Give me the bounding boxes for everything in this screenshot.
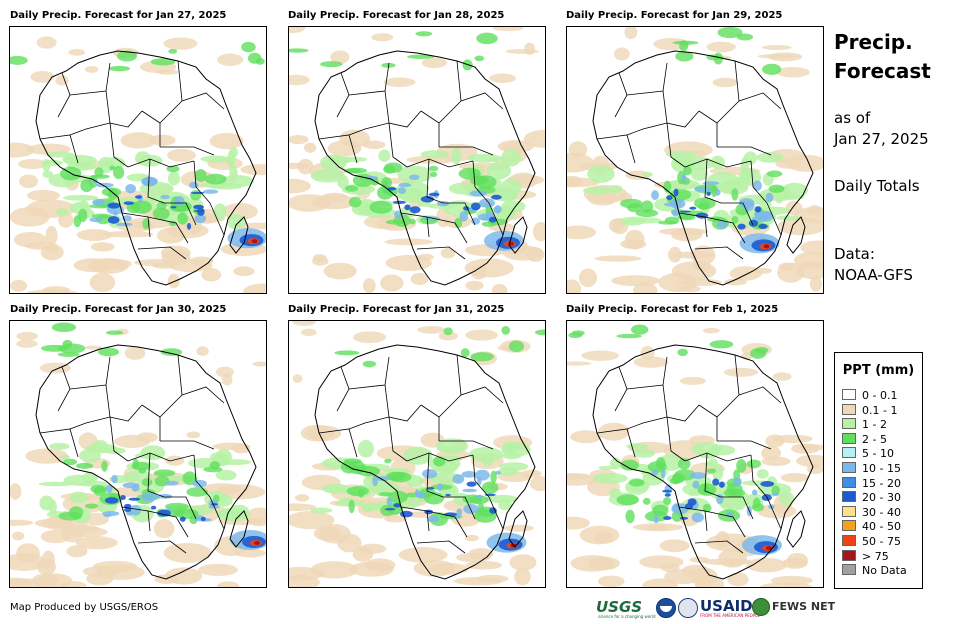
legend-item: No Data: [842, 564, 907, 578]
legend-item: 40 - 50: [842, 520, 901, 534]
data-source-label: Data: NOAA-GFS: [834, 244, 913, 286]
legend-item: 20 - 30: [842, 491, 901, 505]
legend-label: 2 - 5: [862, 432, 887, 446]
data-source-line1: Data:: [834, 245, 875, 263]
legend-item: > 75: [842, 549, 889, 564]
map-canvas-4: [10, 322, 266, 587]
legend-title: PPT (mm): [842, 363, 915, 378]
usgs-logo: USGS: [596, 598, 643, 616]
legend-swatch: [842, 403, 856, 415]
legend-swatch: [842, 418, 856, 430]
as-of-line1: as of: [834, 109, 871, 127]
precip-map-jan-28: [288, 26, 546, 294]
legend-swatch: [842, 520, 856, 532]
as-of-label: as of Jan 27, 2025: [834, 108, 929, 150]
legend-label: 5 - 10: [862, 447, 894, 461]
legend-label: 0.1 - 1: [862, 403, 898, 417]
panel-title-6: Daily Precip. Forecast for Feb 1, 2025: [566, 304, 779, 315]
usaid-logo: USAID: [700, 597, 753, 615]
legend-swatch: [842, 535, 856, 546]
fews-globe-icon: [752, 598, 770, 616]
legend-label: 0 - 0.1: [862, 389, 898, 402]
side-title-line1: Precip.: [834, 30, 913, 54]
panel-title-3: Daily Precip. Forecast for Jan 29, 2025: [566, 10, 783, 21]
precip-map-jan-27: [9, 26, 267, 294]
legend-label: 50 - 75: [862, 535, 901, 548]
precip-map-feb-1: [566, 320, 824, 588]
legend-item: 2 - 5: [842, 432, 887, 447]
precip-map-jan-31: [288, 320, 546, 588]
legend-label: 40 - 50: [862, 520, 901, 534]
legend-label: 10 - 15: [862, 462, 901, 475]
panel-title-1: Daily Precip. Forecast for Jan 27, 2025: [10, 10, 227, 21]
legend-label: No Data: [862, 564, 907, 578]
daily-totals-label: Daily Totals: [834, 177, 920, 195]
panel-title-5: Daily Precip. Forecast for Jan 31, 2025: [288, 304, 505, 315]
legend-item: 1 - 2: [842, 418, 887, 432]
legend-item: 15 - 20: [842, 476, 901, 491]
legend-label: 1 - 2: [862, 418, 887, 432]
map-canvas-5: [289, 321, 545, 587]
legend-swatch: [842, 505, 856, 517]
legend-swatch: [842, 389, 856, 400]
legend-swatch: [842, 476, 856, 488]
legend-label: 30 - 40: [862, 505, 901, 519]
credit-text: Map Produced by USGS/EROS: [10, 602, 159, 613]
legend-item: 0 - 0.1: [842, 389, 897, 403]
legend-swatch: [842, 564, 856, 576]
legend-item: 10 - 15: [842, 462, 901, 476]
map-canvas-2: [289, 27, 545, 293]
legend-item: 50 - 75: [842, 535, 901, 549]
usgs-tagline: science for a changing world: [598, 614, 656, 619]
precip-map-jan-30: [9, 320, 267, 588]
legend-swatch: [842, 491, 856, 503]
side-title: Precip. Forecast: [834, 28, 931, 86]
legend-item: 30 - 40: [842, 505, 901, 520]
legend-item: 0.1 - 1: [842, 403, 898, 418]
legend-swatch: [842, 432, 856, 444]
legend-label: 15 - 20: [862, 476, 901, 490]
map-canvas-6: [567, 324, 823, 587]
legend-swatch: [842, 462, 856, 473]
legend-swatch: [842, 549, 856, 561]
noaa-logo-icon: [656, 598, 676, 618]
usaid-tagline: FROM THE AMERICAN PEOPLE: [700, 613, 760, 618]
map-canvas-3: [567, 27, 823, 293]
precip-map-jan-29: [566, 26, 824, 294]
legend-label: > 75: [862, 549, 889, 563]
legend-item: 5 - 10: [842, 447, 894, 461]
legend-label: 20 - 30: [862, 491, 901, 505]
as-of-date: Jan 27, 2025: [834, 130, 929, 148]
fews-net-logo: FEWS NET: [772, 600, 836, 613]
map-canvas-1: [10, 36, 266, 293]
seal-logo-icon: [678, 598, 698, 618]
data-source-line2: NOAA-GFS: [834, 266, 913, 284]
panel-title-4: Daily Precip. Forecast for Jan 30, 2025: [10, 304, 227, 315]
legend-swatch: [842, 447, 856, 459]
side-title-line2: Forecast: [834, 59, 931, 83]
panel-title-2: Daily Precip. Forecast for Jan 28, 2025: [288, 10, 505, 21]
